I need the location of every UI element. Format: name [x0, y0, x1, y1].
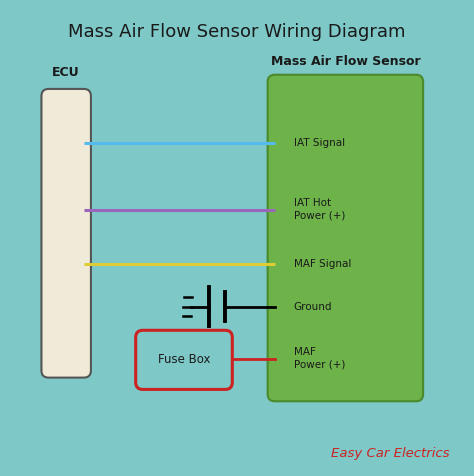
FancyBboxPatch shape — [268, 75, 423, 401]
Text: IAT Hot
Power (+): IAT Hot Power (+) — [293, 198, 345, 221]
Text: IAT Signal: IAT Signal — [293, 139, 345, 149]
Text: Mass Air Flow Sensor Wiring Diagram: Mass Air Flow Sensor Wiring Diagram — [68, 23, 406, 41]
Text: Fuse Box: Fuse Box — [158, 353, 210, 367]
Text: MAF Signal: MAF Signal — [293, 259, 351, 269]
Text: ECU: ECU — [52, 67, 80, 79]
Text: Easy Car Electrics: Easy Car Electrics — [330, 447, 449, 460]
Text: Ground: Ground — [293, 302, 332, 312]
Text: MAF
Power (+): MAF Power (+) — [293, 347, 345, 370]
FancyBboxPatch shape — [136, 330, 232, 389]
FancyBboxPatch shape — [41, 89, 91, 377]
Text: Mass Air Flow Sensor: Mass Air Flow Sensor — [271, 55, 420, 68]
